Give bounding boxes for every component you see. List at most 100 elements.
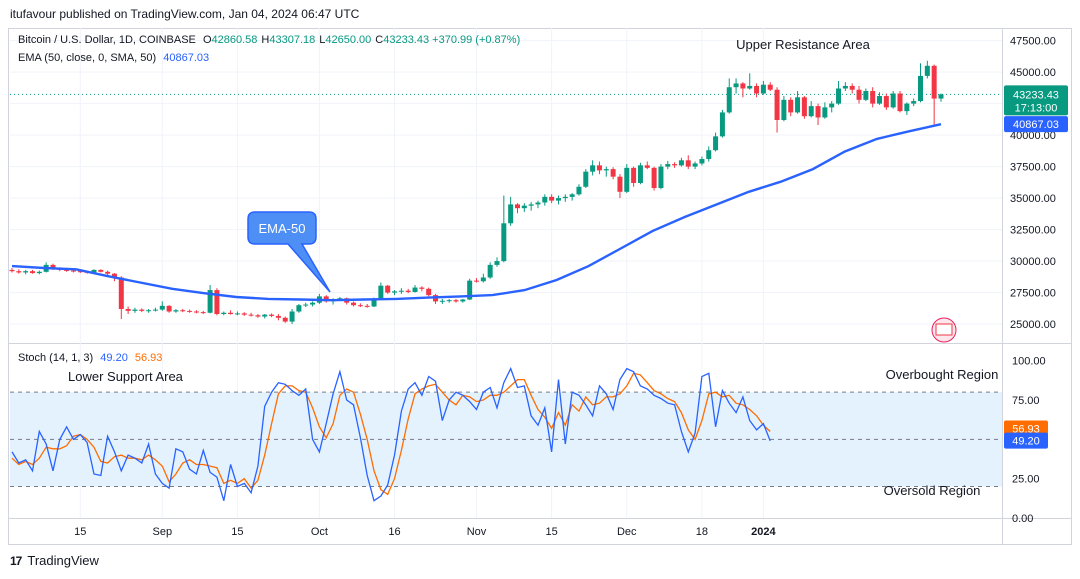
tradingview-logo-icon: 17 [10,553,22,568]
stoch-tick-label: 25.00 [1012,474,1040,486]
candle-body [699,159,705,164]
stoch-k-value: 49.20 [100,352,128,364]
candle-body [173,310,179,312]
price-tick-label: 32500.00 [1010,225,1056,237]
ohlc-key: C [375,34,384,46]
candle-body [549,196,555,201]
candle-body [897,93,903,112]
stoch-tick-label: 0.00 [1012,513,1033,525]
candle-body [754,85,760,94]
candle-body [924,65,930,76]
candle-body [50,264,56,269]
candle-body [535,202,541,205]
candle-body [542,196,548,203]
candle-body [296,305,302,312]
candle-body [357,305,363,307]
candle-body [528,204,534,206]
candle-body [426,288,432,296]
stoch-label[interactable]: Stoch (14, 1, 3) [18,352,94,364]
candle-body [726,87,732,113]
price-tick-label: 47500.00 [1010,36,1056,48]
candle-body [938,94,944,99]
candle-body [234,313,240,315]
candle-body [159,305,165,310]
candle-body [269,314,275,316]
candle-body [193,311,199,313]
stoch-k-line [11,366,771,502]
ema-price-value: 40867.03 [1013,119,1059,131]
candle-body [918,75,924,102]
candle-body [719,112,725,137]
flag-field-icon [935,323,953,336]
stoch-legend: Stoch (14, 1, 3) 49.20 56.93 [18,352,162,364]
candle-body [603,169,609,171]
time-tick-label: Dec [617,526,637,538]
ema-price-badge [1004,116,1068,133]
candle-body [480,277,486,282]
symbol-name[interactable]: Bitcoin / U.S. Dollar, 1D, COINBASE [18,34,196,46]
candle-body [822,107,828,118]
candle-body [576,186,582,195]
candle-body [36,271,42,274]
candle-body [836,88,842,104]
candle-body [610,169,616,177]
footer-brand[interactable]: TradingView [27,553,99,568]
time-tick-label: 18 [696,526,708,538]
lower-support-label: Lower Support Area [68,369,184,384]
price-change: +370.99 (+0.87%) [432,34,521,46]
price-tick-label: 45000.00 [1010,67,1056,79]
candle-body [23,271,29,273]
candle-body [521,205,527,209]
candle-body [221,312,227,315]
candle-body [842,85,848,89]
candle-body [760,84,766,94]
candle-body [658,166,664,189]
candle-body [412,287,418,292]
candle-body [98,269,104,272]
candle-body [214,290,220,315]
candle-body [767,84,773,90]
candle-body [904,103,910,112]
candle-body [70,270,76,272]
time-tick-label: Oct [311,526,328,538]
candle-body [644,165,650,168]
candle-body [849,85,855,90]
candle-body [200,312,206,314]
candle-body [91,269,97,273]
candle-body [152,309,158,311]
ohlc-value: 42650.00 [325,34,372,46]
ohlc-value: 42860.58 [211,34,258,46]
candle-body [303,304,309,306]
candle-body [187,310,193,312]
candle-body [453,300,459,302]
candle-body [890,93,896,108]
candle-body [248,314,254,316]
candle-body [733,83,739,88]
candle-body [870,91,876,104]
candle-body [596,165,602,171]
time-tick-label: 15 [546,526,558,538]
candle-body [105,271,111,274]
candle-body [180,310,186,312]
candle-body [241,313,247,315]
candle-body [685,160,691,167]
chart-frame [8,28,1072,545]
candle-body [931,65,937,99]
candle-body [501,223,507,262]
candle-body [166,305,172,312]
candle-body [781,99,787,120]
footer: 17 TradingView [10,553,99,568]
time-tick-label: 2024 [751,526,776,538]
time-tick-label: 15 [74,526,86,538]
candle-body [692,163,698,167]
ema-line [11,123,942,302]
price-tick-label: 30000.00 [1010,256,1056,268]
candle-body [795,97,801,113]
candle-body [16,271,22,273]
candle-body [678,160,684,166]
candle-body [672,164,678,166]
ema-label[interactable]: EMA (50, close, 0, SMA, 50) [18,52,157,64]
candle-body [883,96,889,108]
stoch-d-value: 56.93 [134,352,163,364]
